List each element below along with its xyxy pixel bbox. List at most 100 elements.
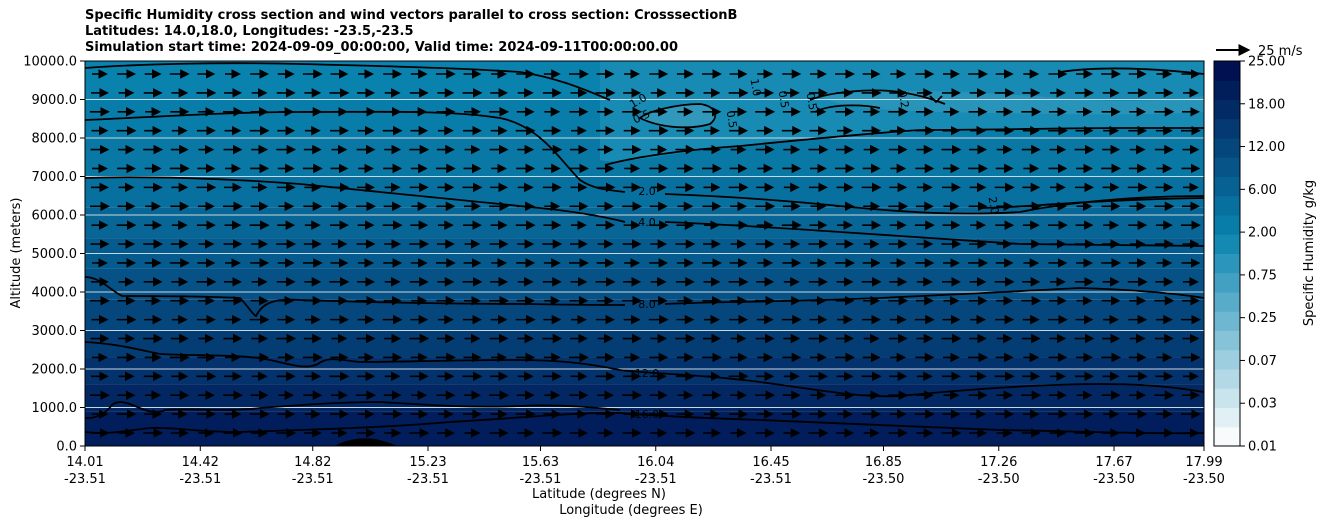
colorbar-segment — [1214, 99, 1240, 120]
x-tick-lat: 16.85 — [865, 455, 902, 470]
colorbar-tick-label: 6.00 — [1248, 183, 1277, 198]
colorbar-segment — [1214, 118, 1240, 139]
x-tick-lat: 14.42 — [182, 455, 219, 470]
x-tick-lon: -23.51 — [179, 472, 221, 487]
chart-title: Specific Humidity cross section and wind… — [85, 8, 737, 56]
x-tick-lon: -23.51 — [520, 472, 562, 487]
x-axis-label-2: Longitude (degrees E) — [559, 503, 703, 518]
humidity-band — [85, 299, 1204, 331]
colorbar-tick-label: 0.75 — [1248, 268, 1277, 283]
contour-label: 4.0 — [638, 216, 656, 229]
colorbar-tick-label: 12.00 — [1248, 140, 1285, 155]
contour-16b — [85, 401, 621, 419]
colorbar-segment — [1214, 195, 1240, 216]
x-tick-lon: -23.51 — [407, 472, 449, 487]
colorbar-segment — [1214, 157, 1240, 177]
colorbar-segment — [1214, 138, 1240, 158]
x-tick-lon: -23.50 — [1183, 472, 1225, 487]
colorbar-segment — [1214, 176, 1240, 197]
colorbar-segment — [1214, 311, 1240, 331]
x-tick-lat: 16.45 — [752, 455, 789, 470]
contour-4 — [85, 176, 1204, 247]
humidity-band — [85, 268, 1204, 300]
x-tick-lat: 14.01 — [66, 455, 103, 470]
y-tick-label: 9000.0 — [32, 93, 78, 108]
contour-label: 2.0 — [638, 185, 656, 198]
y-tick-label: 7000.0 — [32, 170, 78, 185]
plot-area: 1.00.5 0.51.00.5 0.5 0.22.04.02.08.012.016.… — [84, 60, 1205, 447]
colorbar-segment — [1214, 253, 1240, 274]
terrain-bump — [335, 438, 398, 446]
x-axis-label-1: Latitude (degrees N) — [532, 487, 666, 502]
x-tick-lon: -23.51 — [292, 472, 334, 487]
colorbar-segment — [1214, 234, 1240, 254]
y-tick-label: 5000.0 — [32, 247, 78, 262]
colorbar-segment — [1214, 215, 1240, 235]
x-tick-lat: 17.26 — [980, 455, 1017, 470]
y-tick-label: 0.0 — [56, 440, 77, 455]
wind-reference-label: 25 m/s — [1258, 44, 1303, 59]
contour-label: 0.5 — [776, 90, 792, 109]
colorbar-segment — [1214, 272, 1240, 293]
colorbar-label: Specific Humidity g/kg — [1302, 180, 1317, 326]
x-tick-lat: 17.99 — [1185, 455, 1222, 470]
colorbar-tick-label: 25.00 — [1248, 55, 1285, 70]
y-tick-label: 3000.0 — [32, 324, 78, 339]
y-axis-label: Altitude (meters) — [9, 198, 24, 309]
colorbar-tick-label: 0.03 — [1248, 397, 1277, 412]
y-tick-label: 4000.0 — [32, 286, 78, 301]
x-tick-lon: -23.50 — [863, 472, 905, 487]
colorbar-segment — [1214, 407, 1240, 428]
contour-label: 12.0 — [635, 367, 660, 380]
colorbar-tick-label: 18.00 — [1248, 97, 1285, 112]
colorbar-frame — [1213, 60, 1241, 447]
wind-vectors — [90, 69, 1201, 438]
contour-1c — [1059, 67, 1204, 75]
x-tick-lat: 14.82 — [294, 455, 331, 470]
colorbar-tick-label: 2.00 — [1248, 226, 1277, 241]
title-line-3: Simulation start time: 2024-09-09_00:00:… — [85, 40, 678, 55]
x-tick-lon: -23.51 — [750, 472, 792, 487]
colorbar-tick-label: 0.25 — [1248, 311, 1277, 326]
dry-pocket-2 — [820, 90, 1204, 115]
colorbar-tick-label: 0.07 — [1248, 354, 1277, 369]
colorbar-segment — [1214, 426, 1240, 447]
contour-1a — [85, 62, 611, 101]
x-tick-lat: 15.23 — [409, 455, 446, 470]
x-tick-lon: -23.51 — [635, 472, 677, 487]
x-axis: 14.01 -23.51 14.42 -23.51 14.82 -23.51 15.23 -2… — [64, 446, 1225, 487]
humidity-band — [85, 357, 1204, 385]
x-tick-lat: 17.67 — [1095, 455, 1132, 470]
x-tick-lat: 16.04 — [637, 455, 674, 470]
dry-pocket — [640, 104, 716, 128]
contour-label: 0.5 — [724, 110, 740, 129]
colorbar-segment — [1214, 80, 1240, 100]
colorbar-segment — [1214, 330, 1240, 351]
contour-16 — [85, 411, 1204, 435]
y-tick-label: 2000.0 — [32, 363, 78, 378]
colorbar-segment — [1214, 369, 1240, 389]
y-tick-label: 1000.0 — [32, 401, 78, 416]
x-tick-lon: -23.51 — [64, 472, 106, 487]
x-tick-lon: -23.50 — [1093, 472, 1135, 487]
colorbar-tick-label: 0.01 — [1248, 440, 1277, 455]
contour-label: 2.0 — [986, 196, 1002, 215]
contour-label: 0.5 — [804, 92, 820, 111]
colorbar-segment — [1214, 292, 1240, 312]
contour-label: 16.0 — [635, 408, 660, 421]
x-tick-lat: 15.63 — [522, 455, 559, 470]
title-line-1: Specific Humidity cross section and wind… — [85, 8, 738, 23]
colorbar-segment — [1214, 61, 1240, 81]
y-tick-label: 6000.0 — [32, 209, 78, 224]
colorbar-segment — [1214, 349, 1240, 370]
humidity-band — [85, 411, 1204, 446]
x-tick-lon: -23.50 — [978, 472, 1020, 487]
colorbar: 0.01 0.03 0.07 0.25 0.75 2.00 6.00 12.00 18.00 25… — [1213, 55, 1285, 455]
y-tick-label: 10000.0 — [23, 55, 77, 70]
y-axis: 0.0 1000.0 2000.0 3000.0 4000.0 5000.0 6000.0 7… — [23, 55, 85, 455]
y-tick-label: 8000.0 — [32, 132, 78, 147]
title-line-2: Latitudes: 14.0,18.0, Longitudes: -23.5,… — [85, 24, 414, 39]
colorbar-segment — [1214, 388, 1240, 408]
wind-reference: 25 m/s — [1216, 44, 1303, 59]
